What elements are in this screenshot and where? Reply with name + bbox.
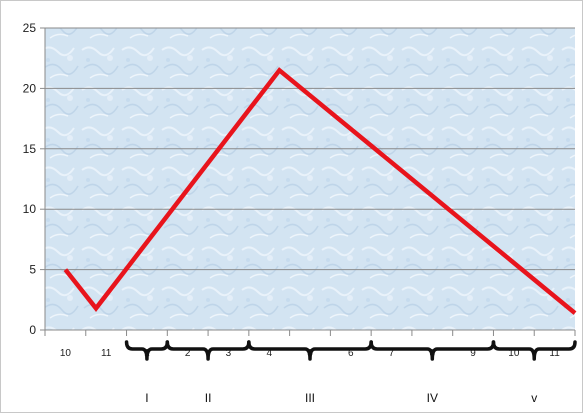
group-label: v [531,391,537,405]
group-bracket [369,340,496,361]
y-tick-label: 10 [23,202,37,216]
plot-area [45,28,575,330]
y-tick-label: 0 [29,323,36,337]
group-label: IV [427,391,438,405]
group-label: II [205,391,212,405]
group-label: I [145,391,148,405]
y-tick-label: 15 [23,142,37,156]
x-tick-label: 6 [348,348,354,359]
y-tick-label: 5 [29,263,36,277]
x-tick-label: 10 [508,348,520,359]
x-tick-label: 9 [470,348,476,359]
x-tick-label: 7 [389,348,395,359]
x-tick-label: 11 [549,348,560,359]
x-tick-label: 4 [266,348,272,359]
group-bracket [124,340,170,361]
x-tick-label: 3 [226,348,232,359]
x-tick-label: 11 [101,348,112,359]
series-line [63,67,577,315]
group-bracket [165,340,251,361]
group-bracket [491,340,577,361]
y-tick-label: 20 [23,81,37,95]
x-tick-label: 10 [60,348,72,359]
group-bracket [247,340,373,361]
x-tick-label: 2 [185,348,191,359]
y-tick-label: 25 [23,21,37,35]
group-label: III [305,391,315,405]
